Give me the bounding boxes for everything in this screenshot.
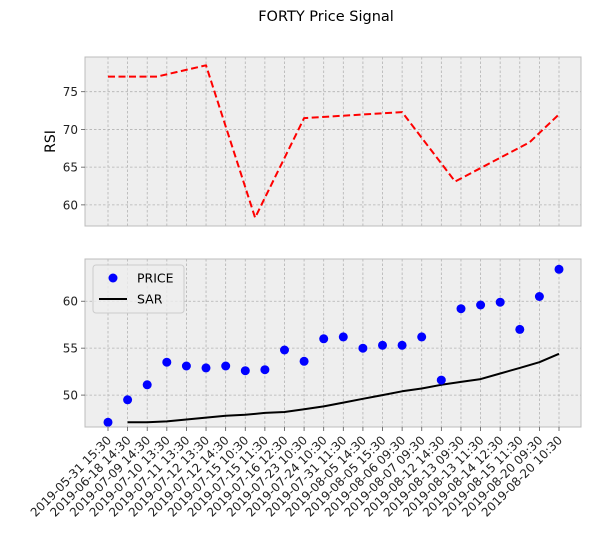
- rsi-y-ticks: 60 65 70 75: [63, 85, 85, 212]
- rsi-series: [108, 64, 560, 219]
- price-y-ticks: 50 55 60: [63, 295, 85, 403]
- price-point: [221, 361, 231, 371]
- price-point: [476, 300, 486, 310]
- price-point: [338, 332, 348, 342]
- rsi-y-tick-label: 70: [63, 123, 78, 137]
- price-y-tick-label: 60: [63, 295, 78, 309]
- price-point: [495, 297, 505, 307]
- price-point: [280, 345, 289, 355]
- rsi-line: [108, 64, 560, 219]
- rsi-y-tick-label: 75: [63, 85, 78, 99]
- price-point: [103, 417, 113, 427]
- price-point: [554, 264, 564, 274]
- price-y-tick-label: 55: [63, 342, 78, 356]
- rsi-axes-frame: [84, 56, 582, 227]
- rsi-y-tick-label: 65: [63, 161, 78, 175]
- price-point: [299, 356, 309, 366]
- price-point: [515, 324, 525, 334]
- legend: PRICE SAR: [92, 264, 185, 314]
- price-point: [260, 365, 270, 375]
- chart-title: FORTY Price Signal: [258, 9, 394, 25]
- price-point: [456, 304, 466, 314]
- price-point: [162, 357, 172, 367]
- price-point: [358, 343, 368, 353]
- rsi-y-tick-label: 60: [63, 198, 78, 212]
- price-point: [534, 292, 544, 301]
- legend-sar-label: SAR: [137, 292, 163, 307]
- rsi-panel: 60 65 70 75 RSI: [43, 56, 582, 227]
- sar-line: [127, 352, 560, 424]
- price-point: [378, 340, 387, 350]
- price-point: [397, 340, 407, 350]
- price-axes-frame: [84, 258, 582, 428]
- price-point: [319, 334, 329, 344]
- rsi-gridlines: [85, 57, 581, 226]
- rsi-y-axis-label: RSI: [43, 130, 59, 153]
- price-point: [240, 366, 250, 376]
- price-series: [103, 264, 564, 427]
- legend-price-marker: [108, 273, 118, 283]
- price-point: [181, 361, 191, 371]
- price-point: [201, 363, 211, 373]
- legend-price-label: PRICE: [137, 271, 174, 286]
- price-point: [436, 375, 446, 385]
- price-y-tick-label: 50: [63, 389, 78, 403]
- price-point: [417, 332, 427, 342]
- price-point: [123, 395, 133, 405]
- price-point: [142, 380, 152, 390]
- rsi-plot-area: [85, 57, 581, 226]
